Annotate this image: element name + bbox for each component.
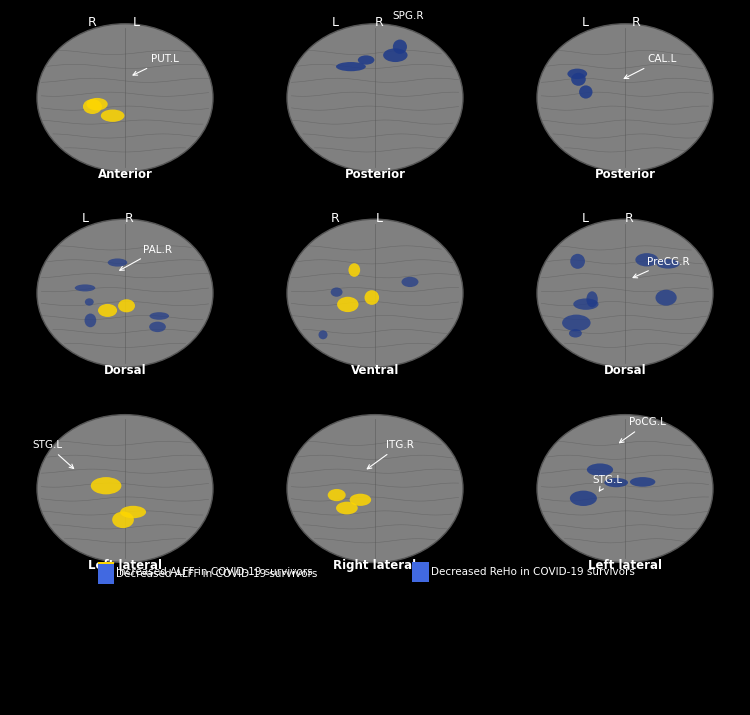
Text: PAL.R: PAL.R xyxy=(120,245,172,270)
Ellipse shape xyxy=(319,330,328,340)
Text: R: R xyxy=(625,212,634,225)
Ellipse shape xyxy=(108,258,128,267)
Ellipse shape xyxy=(85,298,94,306)
Text: STG.L: STG.L xyxy=(592,475,622,491)
Text: CAL.L: CAL.L xyxy=(624,54,676,79)
Text: Anterior: Anterior xyxy=(98,168,152,181)
Ellipse shape xyxy=(112,511,134,528)
Text: PreCG.R: PreCG.R xyxy=(633,257,690,278)
Ellipse shape xyxy=(100,109,124,122)
Ellipse shape xyxy=(149,322,166,332)
Text: Left lateral: Left lateral xyxy=(88,559,162,572)
Text: R: R xyxy=(88,16,96,29)
Bar xyxy=(98,563,114,583)
Text: Ventral: Ventral xyxy=(351,364,399,377)
Ellipse shape xyxy=(287,415,463,563)
Text: SPG.R: SPG.R xyxy=(392,11,424,21)
Text: Left lateral: Left lateral xyxy=(588,559,662,572)
Ellipse shape xyxy=(656,290,676,306)
Ellipse shape xyxy=(358,55,374,64)
Text: Dorsal: Dorsal xyxy=(104,364,146,377)
Text: R: R xyxy=(125,212,134,225)
Ellipse shape xyxy=(86,98,108,110)
Ellipse shape xyxy=(537,24,713,172)
Ellipse shape xyxy=(364,290,379,305)
Ellipse shape xyxy=(37,220,213,367)
Text: Posterior: Posterior xyxy=(595,168,656,181)
Ellipse shape xyxy=(586,463,613,476)
Ellipse shape xyxy=(98,304,117,317)
Ellipse shape xyxy=(328,489,346,501)
Text: Fig. 2: Significant ALFF and ReHo differences between COVID-19 survivors and hea: Fig. 2: Significant ALFF and ReHo differ… xyxy=(60,668,699,681)
Ellipse shape xyxy=(656,259,680,269)
Text: R: R xyxy=(331,212,340,225)
Ellipse shape xyxy=(635,253,658,267)
Text: L: L xyxy=(82,212,89,225)
Ellipse shape xyxy=(568,69,587,79)
Ellipse shape xyxy=(287,24,463,172)
Ellipse shape xyxy=(573,298,598,310)
Text: ITG.R: ITG.R xyxy=(368,440,414,469)
Text: R: R xyxy=(632,16,640,29)
Ellipse shape xyxy=(91,477,122,494)
Bar xyxy=(413,563,429,583)
Ellipse shape xyxy=(570,254,585,269)
Bar xyxy=(98,563,114,583)
Ellipse shape xyxy=(604,478,628,487)
Ellipse shape xyxy=(83,99,102,114)
Ellipse shape xyxy=(349,263,360,277)
Ellipse shape xyxy=(586,291,598,307)
Ellipse shape xyxy=(149,312,169,320)
Ellipse shape xyxy=(331,287,343,297)
Text: PoCG.L: PoCG.L xyxy=(620,418,666,443)
Ellipse shape xyxy=(337,297,358,312)
Text: STG.L: STG.L xyxy=(32,440,74,468)
Ellipse shape xyxy=(562,315,590,331)
Text: L: L xyxy=(133,16,140,29)
Ellipse shape xyxy=(383,49,407,62)
Text: Dorsal: Dorsal xyxy=(604,364,646,377)
Text: R: R xyxy=(375,16,384,29)
Text: PUT.L: PUT.L xyxy=(133,54,179,75)
Ellipse shape xyxy=(336,502,358,514)
Ellipse shape xyxy=(537,220,713,367)
Ellipse shape xyxy=(393,39,407,54)
Ellipse shape xyxy=(630,477,656,487)
Text: Decreased ALFF in COVID-19 survivors: Decreased ALFF in COVID-19 survivors xyxy=(116,568,318,578)
Ellipse shape xyxy=(572,73,586,86)
Ellipse shape xyxy=(570,490,597,506)
Text: L: L xyxy=(582,212,589,225)
Ellipse shape xyxy=(336,62,366,72)
Ellipse shape xyxy=(118,300,135,312)
Text: L: L xyxy=(582,16,589,29)
Text: Decreased ReHo in COVID-19 survivors: Decreased ReHo in COVID-19 survivors xyxy=(431,568,635,578)
Ellipse shape xyxy=(579,85,592,99)
Ellipse shape xyxy=(120,506,146,518)
Ellipse shape xyxy=(37,24,213,172)
Text: L: L xyxy=(376,212,383,225)
Text: Increased ALFF in COVID-19 survivors: Increased ALFF in COVID-19 survivors xyxy=(116,568,313,578)
Text: Right lateral: Right lateral xyxy=(334,559,416,572)
Ellipse shape xyxy=(350,493,371,506)
Ellipse shape xyxy=(287,220,463,367)
Ellipse shape xyxy=(85,314,96,327)
Ellipse shape xyxy=(401,277,418,287)
Text: L: L xyxy=(332,16,339,29)
Ellipse shape xyxy=(537,415,713,563)
Ellipse shape xyxy=(37,415,213,563)
Text: Posterior: Posterior xyxy=(344,168,406,181)
Ellipse shape xyxy=(75,285,95,292)
Ellipse shape xyxy=(569,329,582,337)
